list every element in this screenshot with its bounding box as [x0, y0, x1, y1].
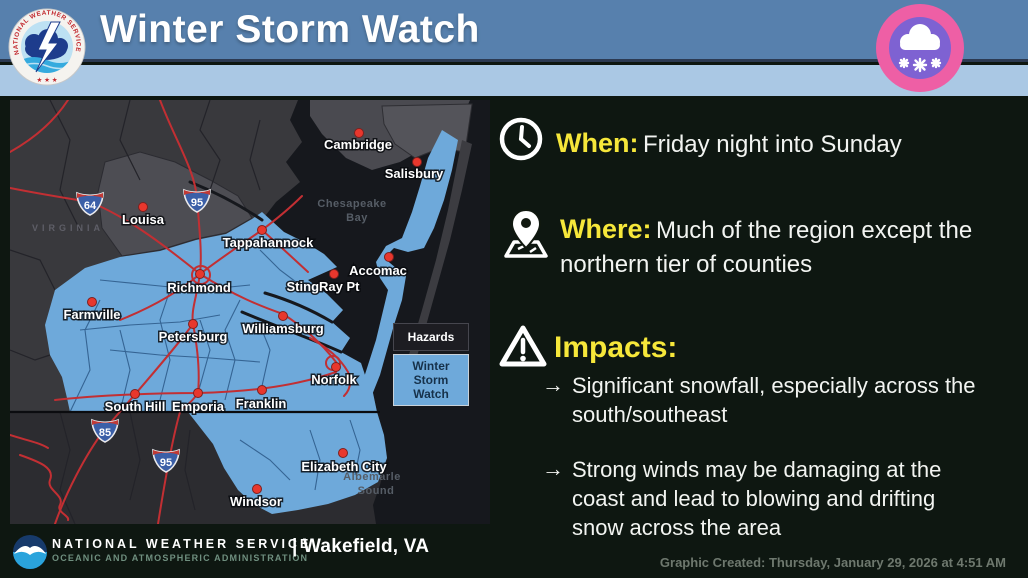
city-label-tappahannock: Tappahannock — [223, 235, 315, 250]
details-panel: When: Friday night into Sunday Where: Mu… — [490, 96, 1028, 540]
city-label-stingray-pt: StingRay Pt — [287, 279, 361, 294]
noaa-logo-icon — [12, 534, 48, 570]
water-label: Sound — [358, 485, 395, 497]
arrow-icon: → — [542, 372, 564, 397]
city-label-petersburg: Petersburg — [159, 329, 228, 344]
water-label: Chesapeake — [317, 198, 386, 210]
city-dot-norfolk — [331, 362, 341, 372]
nws-logo-icon: NATIONAL WEATHER SERVICE ★ ★ ★ — [5, 4, 89, 88]
city-dot-richmond — [195, 269, 205, 279]
warning-triangle-icon — [498, 323, 548, 374]
clock-icon — [498, 116, 544, 167]
page-title: Winter Storm Watch — [100, 8, 480, 51]
city-label-emporia: Emporia — [172, 399, 225, 414]
footer: NATIONAL WEATHER SERVICE OCEANIC AND ATM… — [0, 528, 1028, 578]
svg-text:★ ★ ★: ★ ★ ★ — [36, 76, 57, 84]
hazard-map: VIRGINIA Chesapeake Bay Albemarle Sound 64 95 8… — [10, 100, 490, 524]
legend-item-winter-storm-watch: Winter Storm Watch — [393, 354, 469, 406]
city-label-cambridge: Cambridge — [324, 137, 392, 152]
city-dot-emporia — [193, 388, 203, 398]
city-dot-stingray-pt — [329, 269, 339, 279]
impact-bullet-text: Strong winds may be damaging at the coas… — [572, 457, 942, 540]
impacts-label: Impacts: — [554, 331, 678, 364]
city-label-accomac: Accomac — [349, 263, 407, 278]
city-label-williamsburg: Williamsburg — [242, 321, 324, 336]
office-name: | Wakefield, VA — [292, 536, 430, 557]
created-timestamp: Graphic Created: Thursday, January 29, 2… — [659, 555, 1006, 570]
where-label: Where: — [560, 214, 652, 244]
city-label-windsor: Windsor — [230, 494, 282, 509]
where-text: Much of the region except the northern t… — [560, 217, 973, 278]
agency-name: NATIONAL WEATHER SERVICE — [52, 537, 312, 551]
city-dot-elizabeth-city — [338, 448, 348, 458]
city-label-farmville: Farmville — [63, 307, 120, 322]
city-dot-salisbury — [412, 157, 422, 167]
header-accent-strip — [0, 65, 1028, 96]
city-label-south-hill: South Hill — [105, 399, 166, 414]
city-label-franklin: Franklin — [236, 396, 287, 411]
interstate-shield-85: 85 — [91, 418, 119, 443]
city-label-salisbury: Salisbury — [385, 166, 444, 181]
impact-bullet: → Strong winds may be damaging at the co… — [542, 455, 1012, 542]
city-dot-windsor — [252, 484, 262, 494]
svg-text:64: 64 — [84, 200, 97, 212]
impact-bullet: → Significant snowfall, especially acros… — [542, 371, 1012, 429]
city-dot-south-hill — [130, 389, 140, 399]
when-row: When: Friday night into Sunday — [556, 128, 1016, 159]
svg-text:85: 85 — [99, 427, 111, 439]
city-label-norfolk: Norfolk — [311, 372, 357, 387]
water-label: Albemarle — [343, 471, 401, 483]
location-pin-icon — [500, 206, 552, 265]
city-dot-franklin — [257, 385, 267, 395]
state-label: VIRGINIA — [32, 223, 104, 233]
impacts-bullets: → Significant snowfall, especially acros… — [542, 371, 1012, 568]
snow-badge-icon — [874, 2, 966, 94]
city-label-richmond: Richmond — [167, 280, 231, 295]
city-dot-farmville — [87, 297, 97, 307]
interstate-shield-95: 95 — [152, 448, 180, 473]
arrow-icon: → — [542, 456, 564, 481]
city-dot-williamsburg — [278, 311, 288, 321]
svg-text:95: 95 — [191, 197, 203, 209]
map-legend: Hazards Winter Storm Watch — [393, 323, 469, 406]
impact-bullet-text: Significant snowfall, especially across … — [572, 373, 976, 427]
city-dot-petersburg — [188, 319, 198, 329]
where-row: Where: Much of the region except the nor… — [560, 214, 1012, 283]
interstate-shield-64: 64 — [76, 191, 104, 216]
interstate-shield-95: 95 — [183, 188, 211, 213]
city-label-louisa: Louisa — [122, 212, 165, 227]
when-text: Friday night into Sunday — [642, 131, 902, 158]
city-dot-cambridge — [354, 128, 364, 138]
when-label: When: — [556, 128, 639, 158]
header-bar — [0, 0, 1028, 62]
water-label: Bay — [346, 212, 368, 224]
agency-subtitle: OCEANIC AND ATMOSPHERIC ADMINISTRATION — [52, 553, 309, 563]
svg-text:95: 95 — [160, 457, 172, 469]
city-dot-louisa — [138, 202, 148, 212]
city-dot-tappahannock — [257, 225, 267, 235]
city-dot-accomac — [384, 252, 394, 262]
legend-title: Hazards — [393, 323, 469, 351]
agency-block: NATIONAL WEATHER SERVICE OCEANIC AND ATM… — [52, 537, 311, 563]
city-label-elizabeth-city: Elizabeth City — [301, 459, 387, 474]
